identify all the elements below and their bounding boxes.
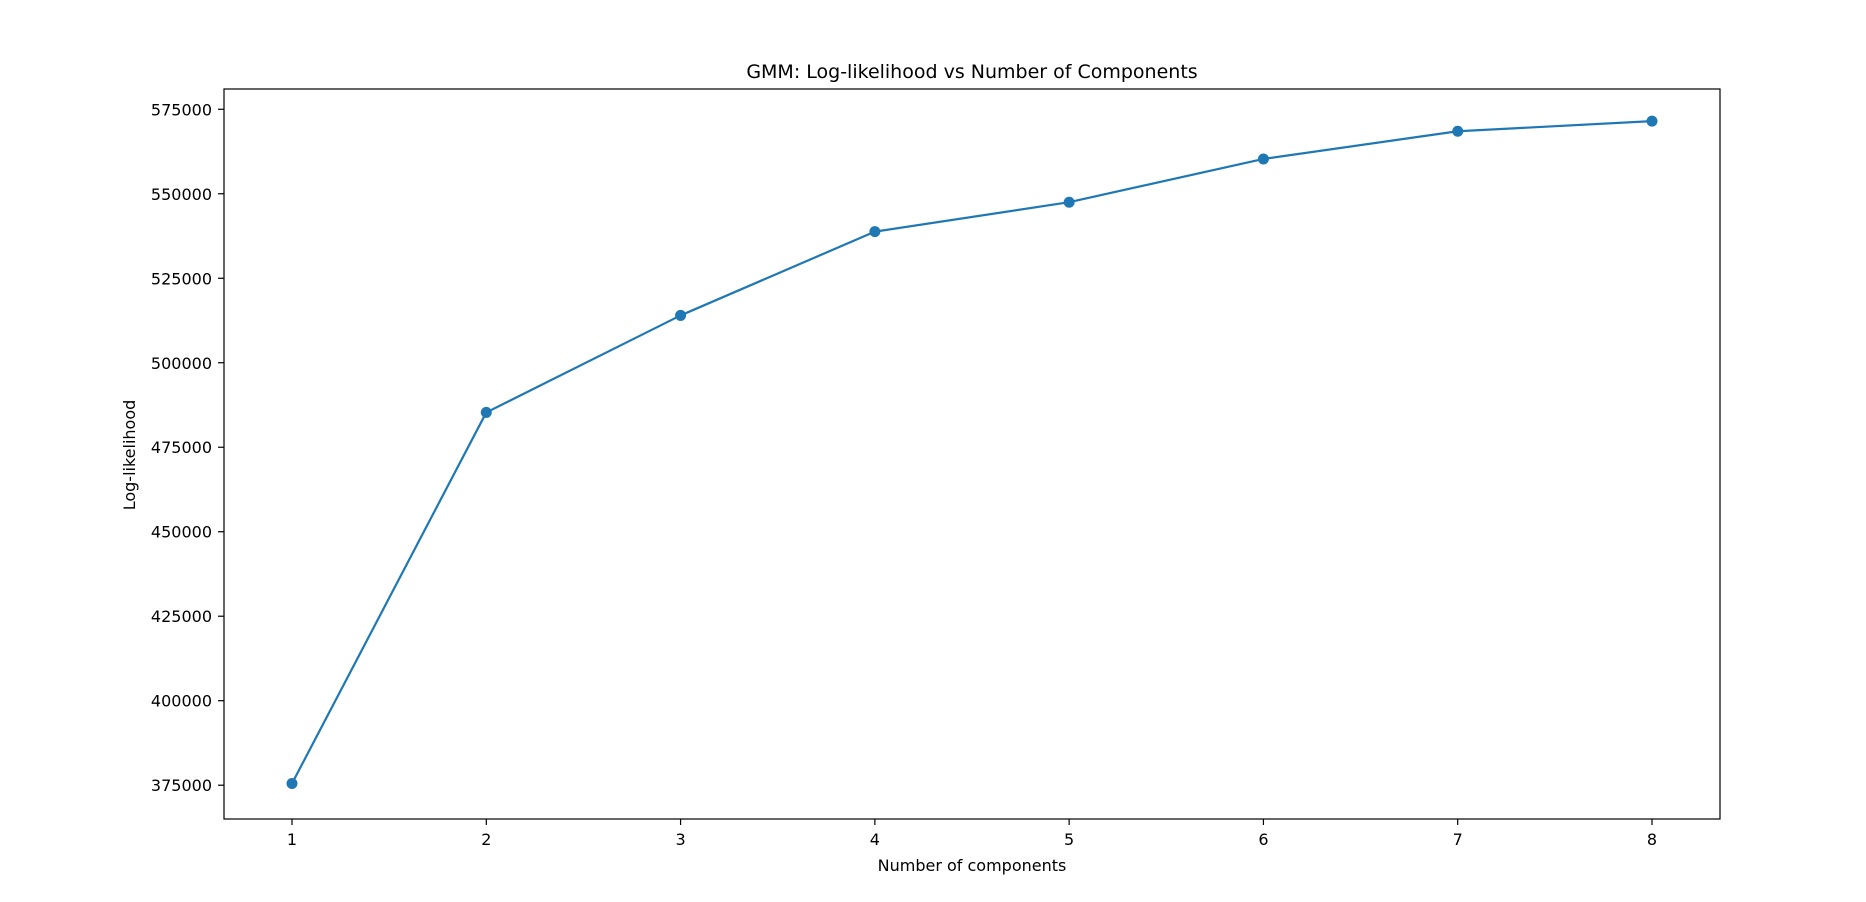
x-tick-label: 1 — [287, 830, 297, 849]
y-axis: 375000 400000 425000 450000 475000 500000 5250… — [151, 100, 224, 795]
y-tick-label: 375000 — [151, 776, 212, 795]
axes-frame — [223, 88, 1721, 820]
x-tick-label: 4 — [870, 830, 880, 849]
series-line — [291, 120, 1653, 785]
x-axis-label: Number of components — [878, 856, 1067, 875]
x-tick-label: 3 — [675, 830, 685, 849]
data-point — [1452, 125, 1464, 137]
x-tick-label: 7 — [1453, 830, 1463, 849]
y-tick-label: 550000 — [151, 185, 212, 204]
data-point — [1646, 115, 1658, 127]
y-tick-label: 450000 — [151, 523, 212, 542]
x-tick-label: 6 — [1258, 830, 1268, 849]
y-tick-label: 500000 — [151, 354, 212, 373]
y-tick-label: 525000 — [151, 269, 212, 288]
data-point — [480, 406, 492, 418]
x-tick-label: 5 — [1064, 830, 1074, 849]
data-point — [675, 309, 687, 321]
plot-layer — [286, 115, 1658, 790]
data-point — [1063, 196, 1075, 208]
y-tick-label: 425000 — [151, 607, 212, 626]
y-tick-label: 400000 — [151, 692, 212, 711]
y-axis-label: Log-likelihood — [120, 400, 139, 511]
x-tick-label: 8 — [1647, 830, 1657, 849]
y-tick-label: 475000 — [151, 438, 212, 457]
data-point — [1257, 153, 1269, 165]
y-tick-label: 575000 — [151, 100, 212, 119]
x-axis: 1 2 3 4 5 6 7 8 — [287, 819, 1657, 849]
data-point — [869, 226, 881, 238]
x-tick-label: 2 — [481, 830, 491, 849]
chart-title: GMM: Log-likelihood vs Number of Compone… — [746, 61, 1197, 83]
data-point — [286, 778, 298, 790]
